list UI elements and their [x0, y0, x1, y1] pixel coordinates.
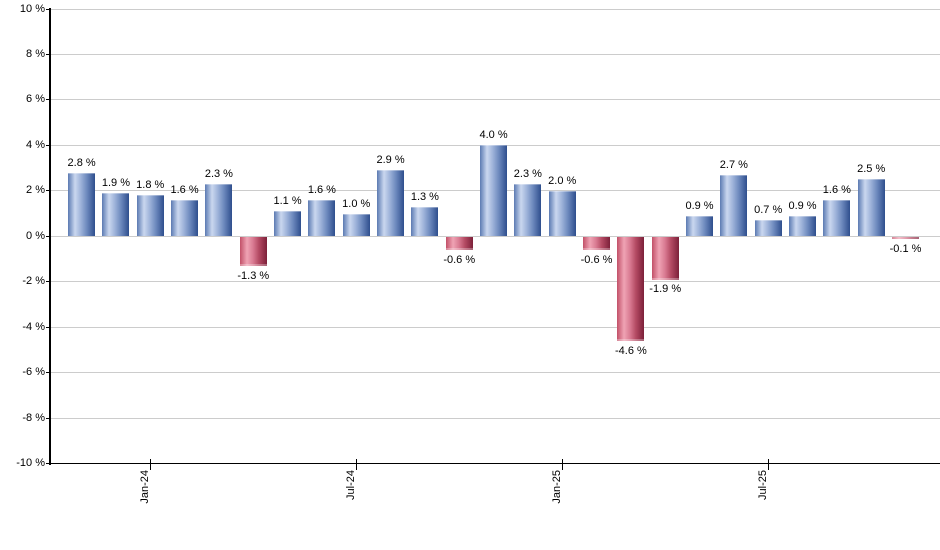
y-axis-tick-label: 4 %: [26, 138, 45, 151]
bar-Jul-24: [342, 213, 370, 237]
bar-Mar-24: [205, 183, 233, 237]
bar-Sep-25: [823, 199, 851, 237]
bar-value-label: 2.3 %: [204, 167, 233, 180]
bar-Jun-24: [308, 199, 336, 237]
bar-value-label: 4.0 %: [479, 129, 508, 142]
bar-value-label: -1.3 %: [237, 269, 270, 282]
bar-Sep-24: [411, 206, 439, 237]
x-axis-line: [49, 462, 940, 465]
bar-Nov-25: [892, 236, 920, 240]
x-axis-tick-label: Jul-24: [345, 470, 358, 500]
bar-value-label: 1.6 %: [170, 183, 199, 196]
bar-value-label: 1.8 %: [136, 179, 165, 192]
bar-Apr-24: [239, 236, 267, 267]
gridline: [50, 53, 940, 55]
y-axis-tick-label: 10 %: [19, 2, 45, 15]
bar-Jan-25: [548, 190, 576, 237]
gridline: [50, 99, 940, 101]
x-axis-tick-label: Jan-25: [551, 470, 564, 504]
y-axis-tick-label: 8 %: [26, 47, 45, 60]
bar-Apr-25: [651, 236, 679, 280]
y-axis-tick-label: -2 %: [22, 275, 45, 288]
bar-value-label: -0.1 %: [889, 242, 922, 255]
gridline: [50, 372, 940, 374]
gridline: [50, 417, 940, 419]
bar-Jul-25: [754, 220, 782, 237]
bar-Dec-24: [514, 183, 542, 237]
bar-Dec-23: [102, 193, 130, 237]
bar-Aug-24: [377, 170, 405, 237]
bar-value-label: 2.5 %: [857, 163, 886, 176]
bar-Feb-24: [171, 199, 199, 237]
bar-value-label: 2.0 %: [548, 174, 577, 187]
y-axis-tick: [46, 99, 50, 101]
bar-value-label: 2.8 %: [67, 156, 96, 169]
bar-value-label: 1.6 %: [822, 183, 851, 196]
gridline: [50, 281, 940, 283]
bar-Oct-25: [857, 179, 885, 237]
bar-value-label: 1.3 %: [410, 190, 439, 203]
y-axis-tick: [46, 8, 50, 10]
x-axis-tick: [355, 459, 357, 470]
y-axis-tick-label: -10 %: [16, 457, 45, 469]
y-axis-tick: [46, 281, 50, 283]
y-axis-tick: [46, 190, 50, 192]
bar-value-label: 1.6 %: [307, 183, 336, 196]
y-axis-tick: [46, 326, 50, 328]
y-axis-tick-label: 6 %: [26, 93, 45, 106]
bar-value-label: 1.9 %: [101, 177, 130, 190]
y-axis-tick-label: 0 %: [26, 229, 45, 242]
bar-value-label: 1.1 %: [273, 195, 302, 208]
bar-value-label: -1.9 %: [649, 283, 682, 296]
bar-value-label: 2.7 %: [719, 158, 748, 171]
x-axis-tick: [149, 459, 151, 470]
x-axis-tick-label: Jul-25: [757, 470, 770, 500]
bar-May-25: [686, 215, 714, 237]
y-axis-tick: [46, 463, 50, 464]
bar-May-24: [274, 211, 302, 237]
bar-Oct-24: [445, 236, 473, 251]
bar-value-label: 2.9 %: [376, 154, 405, 167]
y-axis-tick-label: 2 %: [26, 184, 45, 197]
bar-value-label: 0.9 %: [788, 199, 817, 212]
y-axis-line: [49, 8, 51, 465]
bar-value-label: 2.3 %: [513, 167, 542, 180]
bar-value-label: 1.0 %: [342, 197, 371, 210]
x-axis-tick-label: Jan-24: [139, 470, 152, 504]
bar-Aug-25: [789, 215, 817, 237]
bar-value-label: 0.7 %: [754, 204, 783, 217]
y-axis-tick: [46, 53, 50, 55]
bar-Jun-25: [720, 174, 748, 237]
x-axis-tick: [561, 459, 563, 470]
bar-value-label: -0.6 %: [443, 253, 476, 266]
gridline: [50, 8, 940, 10]
bar-Nov-24: [480, 145, 508, 237]
y-axis-tick: [46, 372, 50, 374]
gridline: [50, 326, 940, 328]
y-axis-tick-label: -6 %: [22, 366, 45, 379]
x-axis-tick: [767, 459, 769, 470]
bar-value-label: 0.9 %: [685, 199, 714, 212]
bar-Mar-25: [617, 236, 645, 342]
bar-value-label: -4.6 %: [614, 344, 647, 357]
y-axis-tick-label: -4 %: [22, 320, 45, 333]
y-axis-tick: [46, 235, 50, 237]
bar-Nov-23: [68, 172, 96, 237]
bar-Jan-24: [136, 195, 164, 237]
y-axis-tick: [46, 144, 50, 146]
bar-value-label: -0.6 %: [580, 253, 613, 266]
y-axis-tick-label: -8 %: [22, 411, 45, 424]
gridline: [50, 235, 940, 237]
bar-Feb-25: [583, 236, 611, 251]
y-axis-tick: [46, 417, 50, 419]
